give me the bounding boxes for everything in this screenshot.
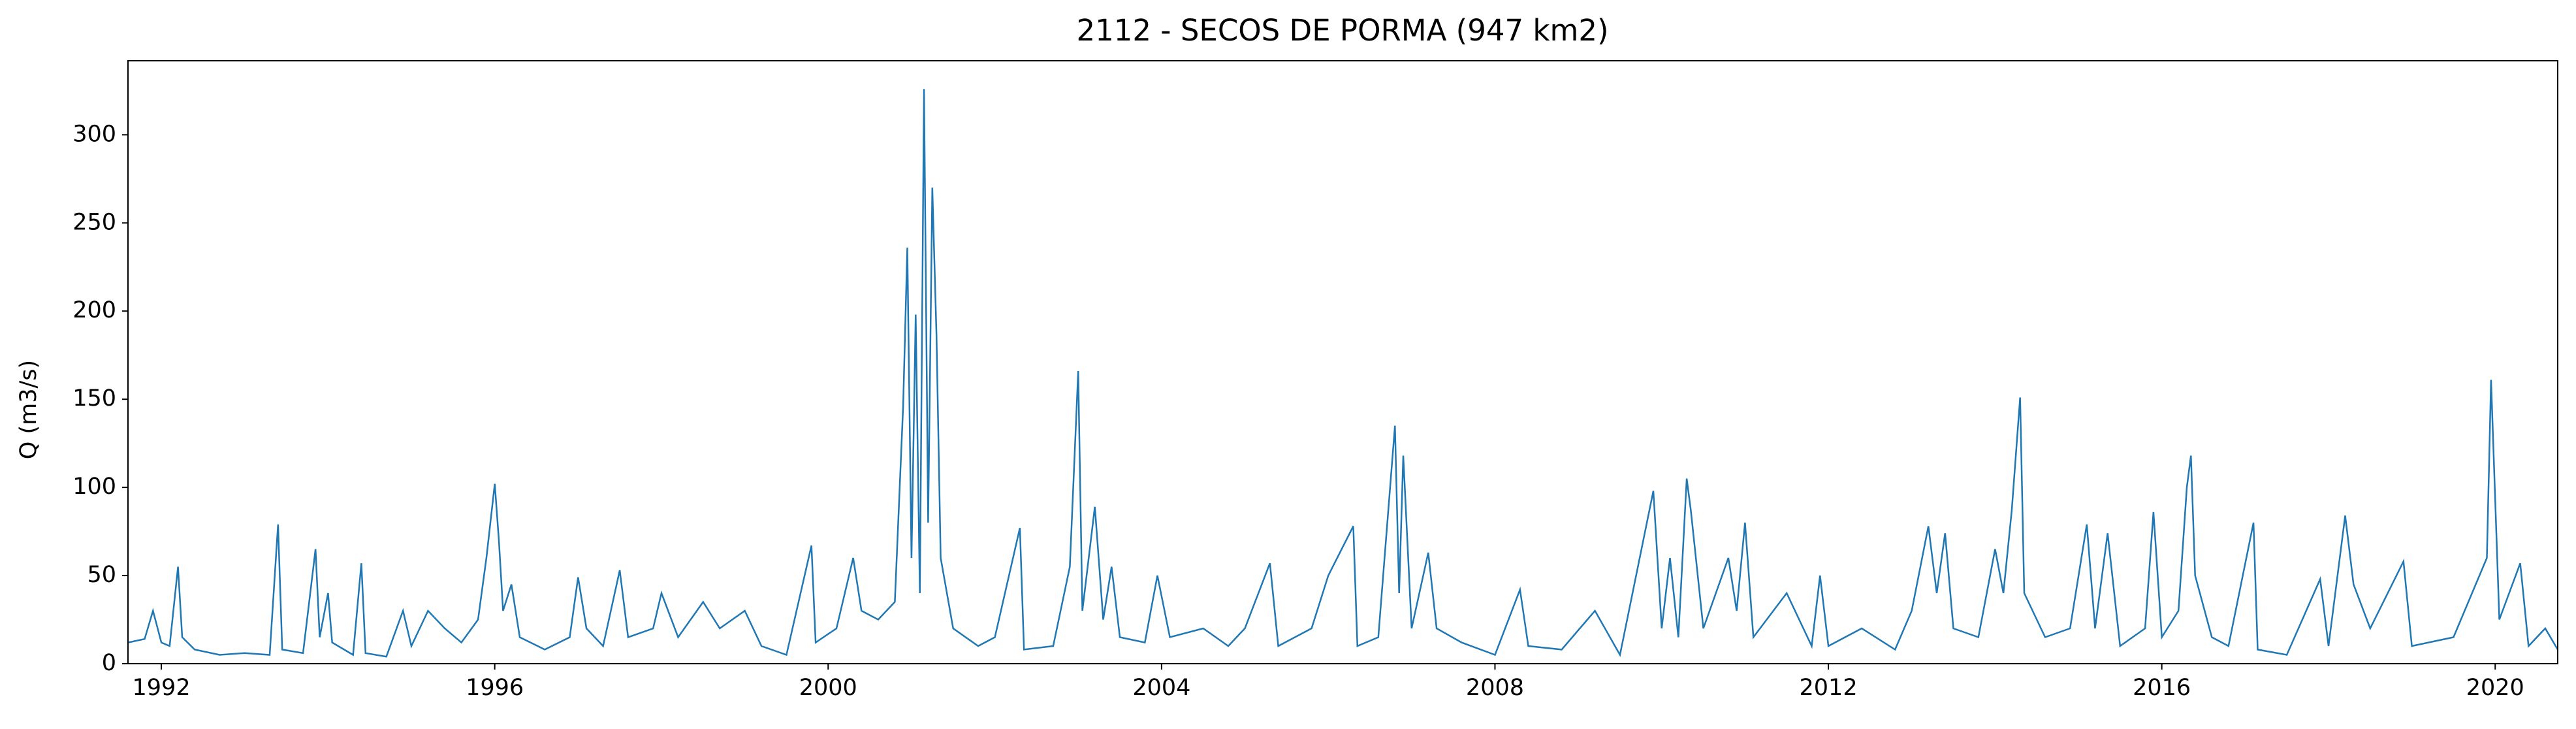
- y-tick-label: 50: [87, 562, 116, 588]
- chart-title: 2112 - SECOS DE PORMA (947 km2): [1076, 13, 1608, 48]
- plot-frame: [127, 60, 2558, 664]
- x-tick-label: 1992: [133, 675, 191, 701]
- x-tick-label: 2008: [1466, 675, 1524, 701]
- y-axis-label: Q (m3/s): [16, 360, 42, 459]
- y-tick-label: 200: [72, 297, 116, 323]
- y-tick-label: 0: [102, 650, 116, 676]
- y-tick-label: 300: [72, 121, 116, 147]
- x-tick-label: 2000: [799, 675, 857, 701]
- series-line: [127, 89, 2559, 658]
- y-tick-label: 250: [72, 209, 116, 235]
- x-tick-label: 2004: [1132, 675, 1190, 701]
- y-tick-label: 100: [72, 474, 116, 500]
- y-tick-label: 150: [72, 385, 116, 412]
- x-tick-label: 2012: [1800, 675, 1858, 701]
- x-tick-label: 2016: [2133, 675, 2191, 701]
- x-tick-label: 2020: [2466, 675, 2524, 701]
- x-tick-label: 1996: [466, 675, 524, 701]
